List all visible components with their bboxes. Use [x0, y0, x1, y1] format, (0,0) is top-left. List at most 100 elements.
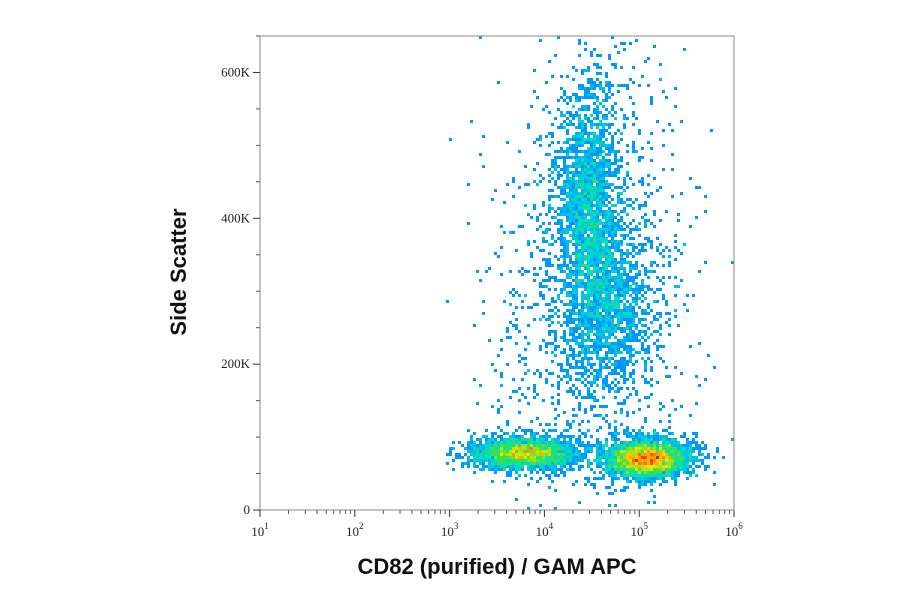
data-point — [608, 159, 611, 162]
data-point — [626, 462, 629, 465]
data-point — [557, 468, 560, 471]
data-point — [572, 348, 575, 351]
data-point — [581, 156, 584, 159]
data-point — [560, 168, 563, 171]
data-point — [593, 390, 596, 393]
data-point — [584, 315, 587, 318]
data-point — [566, 180, 569, 183]
data-point — [527, 324, 530, 327]
data-point — [509, 456, 512, 459]
data-point — [560, 288, 563, 291]
data-point — [482, 462, 485, 465]
data-point — [647, 288, 650, 291]
data-points — [446, 36, 734, 510]
data-point — [593, 483, 596, 486]
data-point — [617, 348, 620, 351]
data-point — [608, 318, 611, 321]
data-point — [560, 240, 563, 243]
data-point — [611, 492, 614, 495]
data-point — [620, 243, 623, 246]
data-point — [593, 378, 596, 381]
data-point — [581, 264, 584, 267]
data-point — [614, 372, 617, 375]
data-point — [551, 189, 554, 192]
data-point — [626, 84, 629, 87]
data-point — [623, 477, 626, 480]
data-point — [665, 471, 668, 474]
data-point — [560, 465, 563, 468]
data-point — [476, 438, 479, 441]
data-point — [509, 321, 512, 324]
data-point — [581, 366, 584, 369]
data-point — [611, 93, 614, 96]
data-point — [596, 327, 599, 330]
data-point — [659, 444, 662, 447]
data-point — [485, 459, 488, 462]
data-point — [557, 174, 560, 177]
data-point — [656, 249, 659, 252]
data-point — [644, 459, 647, 462]
data-point — [599, 192, 602, 195]
data-point — [560, 192, 563, 195]
data-point — [632, 387, 635, 390]
data-point — [605, 450, 608, 453]
data-point — [566, 186, 569, 189]
data-point — [491, 438, 494, 441]
data-point — [632, 348, 635, 351]
data-point — [518, 399, 521, 402]
data-point — [506, 420, 509, 423]
data-point — [557, 231, 560, 234]
data-point — [557, 444, 560, 447]
data-point — [614, 204, 617, 207]
data-point — [638, 339, 641, 342]
data-point — [557, 399, 560, 402]
data-point — [617, 213, 620, 216]
data-point — [659, 252, 662, 255]
data-point — [683, 465, 686, 468]
data-point — [632, 354, 635, 357]
data-point — [635, 282, 638, 285]
data-point — [488, 456, 491, 459]
data-point — [629, 198, 632, 201]
data-point — [596, 150, 599, 153]
data-point — [608, 216, 611, 219]
data-point — [584, 384, 587, 387]
data-point — [641, 456, 644, 459]
data-point — [608, 54, 611, 57]
data-point — [605, 279, 608, 282]
data-point — [635, 474, 638, 477]
data-point — [659, 357, 662, 360]
data-point — [608, 342, 611, 345]
data-point — [662, 450, 665, 453]
data-point — [602, 204, 605, 207]
data-point — [527, 468, 530, 471]
data-point — [608, 360, 611, 363]
data-point — [467, 429, 470, 432]
data-point — [563, 270, 566, 273]
data-point — [566, 453, 569, 456]
data-point — [584, 204, 587, 207]
data-point — [494, 369, 497, 372]
data-point — [584, 180, 587, 183]
data-point — [608, 447, 611, 450]
data-point — [596, 399, 599, 402]
data-point — [584, 237, 587, 240]
data-point — [584, 87, 587, 90]
data-point — [650, 462, 653, 465]
data-point — [626, 426, 629, 429]
data-point — [554, 441, 557, 444]
data-point — [515, 477, 518, 480]
data-point — [554, 117, 557, 120]
data-point — [575, 339, 578, 342]
data-point — [515, 498, 518, 501]
data-point — [617, 300, 620, 303]
data-point — [551, 297, 554, 300]
data-point — [590, 345, 593, 348]
data-point — [611, 210, 614, 213]
data-point — [575, 441, 578, 444]
data-point — [605, 441, 608, 444]
data-point — [581, 273, 584, 276]
data-point — [650, 102, 653, 105]
data-point — [608, 276, 611, 279]
data-point — [599, 459, 602, 462]
